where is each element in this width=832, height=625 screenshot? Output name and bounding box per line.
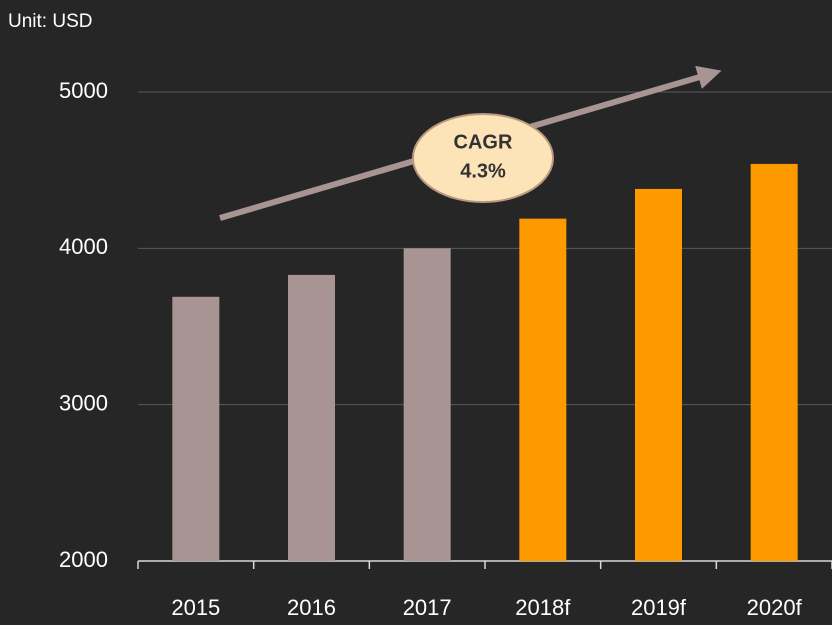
- bar: [288, 274, 335, 561]
- bar: [635, 188, 682, 561]
- cagr-title: CAGR: [454, 131, 513, 153]
- x-tick-label: 2018f: [515, 595, 571, 620]
- bar: [750, 163, 798, 561]
- bar: [172, 296, 220, 561]
- y-tick-label: 2000: [59, 547, 108, 572]
- bar: [519, 218, 567, 561]
- x-tick-label: 2020f: [747, 595, 803, 620]
- cagr-value: 4.3%: [460, 160, 506, 182]
- x-tick-label: 2015: [171, 595, 220, 620]
- y-tick-label: 5000: [59, 78, 108, 103]
- x-tick-label: 2017: [403, 595, 452, 620]
- cagr-bubble: [412, 113, 554, 203]
- x-tick-label: 2019f: [631, 595, 687, 620]
- x-tick-label: 2016: [287, 595, 336, 620]
- unit-label: Unit: USD: [8, 11, 92, 32]
- bar: [403, 248, 451, 562]
- y-tick-label: 4000: [59, 234, 108, 259]
- y-tick-label: 3000: [59, 390, 108, 415]
